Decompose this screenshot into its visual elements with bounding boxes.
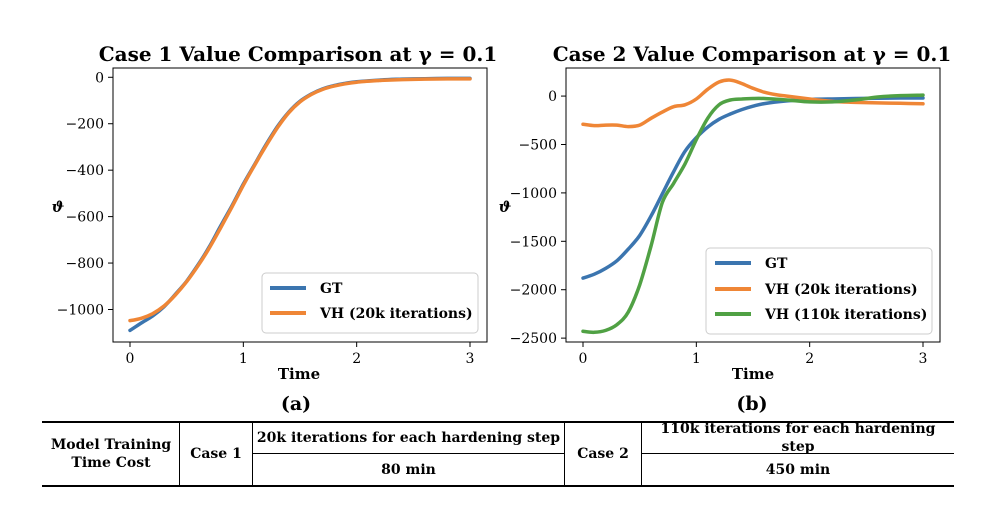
chart-panel-case2: Case 2 Value Comparison at γ = 0.1 0 1 2 3 0…	[499, 42, 952, 415]
legend-box-case2	[705, 247, 933, 335]
y-tick-label: −2500	[510, 331, 557, 347]
chart-title-case1: Case 1 Value Comparison at γ = 0.1	[99, 42, 498, 66]
y-tick-label: −1500	[510, 234, 557, 250]
series-line-gt	[581, 96, 925, 280]
panel-label-a: (a)	[281, 393, 311, 415]
table-case1-time: 80 min	[381, 461, 436, 478]
x-tick-label: 0	[126, 351, 135, 367]
x-tick-label: 2	[352, 351, 361, 367]
figure-canvas: Case 1 Value Comparison at γ = 0.1 0 1 2 3 0…	[52, 42, 952, 415]
y-tick-label: −200	[66, 117, 104, 133]
y-tick-label: −2000	[510, 283, 557, 299]
table-divider-4	[641, 423, 642, 485]
chart-title-case2: Case 2 Value Comparison at γ = 0.1	[553, 42, 952, 66]
x-tick-label: 1	[692, 351, 701, 367]
table-divider-1	[179, 423, 180, 485]
table-divider-3	[564, 423, 565, 485]
y-axis-label-case2: ϑ	[499, 198, 512, 216]
table-header-label: Model Training Time Cost	[50, 437, 172, 471]
plot-area-case2	[565, 67, 941, 343]
y-tick-label: −1000	[510, 186, 557, 202]
table-divider-2	[252, 423, 253, 485]
y-tick-label: −400	[66, 163, 104, 179]
series-line-vh-110k-iterations	[581, 93, 925, 335]
x-tick-label: 3	[919, 351, 928, 367]
training-cost-table: Model Training Time Cost Case 1 20k iter…	[42, 421, 954, 487]
legend-label-gt-case1: GT	[320, 281, 343, 297]
x-tick-label: 3	[466, 351, 475, 367]
table-top-rule	[42, 421, 954, 423]
legend-label-vh110k-case2: VH (110k iterations)	[764, 307, 927, 323]
y-tick-label: −1000	[57, 302, 104, 318]
table-bottom-rule	[42, 485, 954, 487]
x-tick-label: 0	[579, 351, 588, 367]
y-tick-label: −800	[66, 256, 104, 272]
x-axis-label-case1: Time	[278, 365, 320, 383]
legend-label-vh20k-case1: VH (20k iterations)	[319, 306, 473, 322]
table-case1-iterations: 20k iterations for each hardening step	[256, 430, 561, 446]
panel-label-b: (b)	[736, 393, 767, 415]
series-line-vh-20k-iterations	[128, 77, 472, 323]
series-line-vh-20k-iterations	[581, 78, 925, 129]
y-tick-label: −600	[66, 210, 104, 226]
table-mid-rule-case1	[253, 453, 564, 454]
legend-case1: GT VH (20k iterations)	[261, 272, 479, 334]
x-axis-label-case2: Time	[732, 365, 774, 383]
table-case1-label: Case 1	[190, 446, 242, 462]
table-case2-time: 450 min	[765, 461, 831, 478]
x-tick-label: 1	[239, 351, 248, 367]
y-tick-label: −500	[519, 137, 557, 153]
y-axis-label-case1: ϑ	[52, 198, 65, 216]
x-tick-label: 2	[805, 351, 814, 367]
legend-box-case1	[261, 272, 479, 334]
table-mid-rule-case2	[642, 453, 954, 454]
legend-label-vh20k-case2: VH (20k iterations)	[764, 282, 918, 298]
chart-panel-case1: Case 1 Value Comparison at γ = 0.1 0 1 2 3 0…	[52, 42, 498, 415]
legend-case2: GT VH (20k iterations) VH (110k iteratio…	[705, 247, 933, 335]
table-case2-label: Case 2	[577, 446, 629, 462]
y-tick-label: 0	[95, 70, 104, 86]
plot-area-case1	[112, 67, 488, 343]
y-tick-label: 0	[548, 89, 557, 105]
legend-label-gt-case2: GT	[765, 256, 788, 272]
table-case2-iterations: 110k iterations for each hardening step	[660, 421, 936, 455]
